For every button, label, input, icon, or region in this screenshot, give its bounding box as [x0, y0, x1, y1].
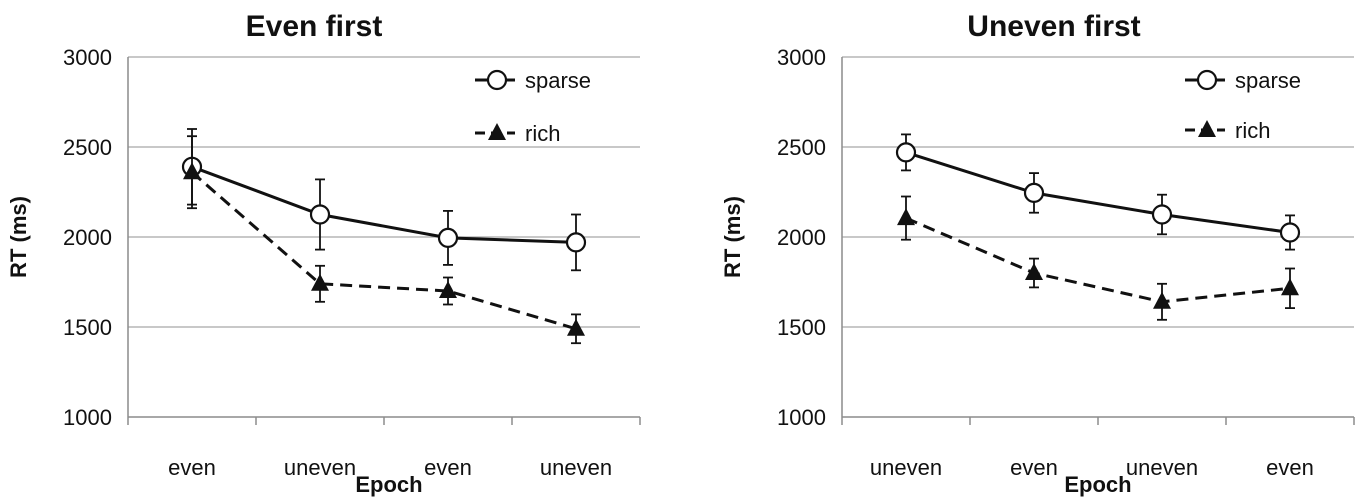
- legend-marker: [1198, 120, 1216, 137]
- legend-label: sparse: [525, 68, 591, 93]
- legend-label: sparse: [1235, 68, 1301, 93]
- legend-entry-rich: rich: [1185, 118, 1270, 143]
- y-tick-label: 2000: [63, 225, 112, 250]
- y-tick-label: 3000: [63, 45, 112, 70]
- series-line: [905, 150, 1291, 234]
- data-point: [565, 232, 587, 253]
- chart-panel-1: Even first 1000 1500 2000 2500 3000 even uneven…: [6, 10, 641, 497]
- data-point: [1025, 263, 1043, 280]
- x-tick-label: uneven: [1126, 455, 1198, 480]
- y-axis-label: RT (ms): [720, 196, 745, 278]
- x-axis-label: Epoch: [355, 472, 422, 497]
- x-tick-label: uneven: [284, 455, 356, 480]
- data-point: [183, 162, 201, 180]
- x-tick-label: uneven: [540, 455, 612, 480]
- y-tick-label: 2500: [777, 135, 826, 160]
- data-point: [437, 227, 459, 248]
- x-tick-label: even: [1010, 455, 1058, 480]
- x-tick-label: even: [424, 455, 472, 480]
- y-tick-label: 1500: [63, 315, 112, 340]
- series-rich: [897, 195, 1299, 321]
- legend-marker: [488, 123, 506, 140]
- y-axis-label: RT (ms): [6, 196, 31, 278]
- data-point: [311, 273, 329, 291]
- legend-entry-rich: rich: [475, 121, 560, 146]
- legend-marker: [1196, 69, 1218, 91]
- series-sparse: [895, 133, 1301, 251]
- y-tick-label: 2500: [63, 135, 112, 160]
- data-point: [1023, 182, 1045, 203]
- data-point: [567, 318, 585, 336]
- series-line: [905, 216, 1291, 304]
- x-axis-label: Epoch: [1064, 472, 1131, 497]
- data-point: [1281, 278, 1299, 296]
- data-point: [897, 208, 915, 226]
- y-tick-label: 1500: [777, 315, 826, 340]
- data-point: [1151, 204, 1173, 225]
- series-rich: [183, 135, 585, 345]
- chart-title: Uneven first: [967, 10, 1140, 43]
- y-tick-label: 2000: [777, 225, 826, 250]
- series-sparse: [181, 128, 587, 272]
- series-line: [191, 171, 577, 331]
- legend-label: rich: [525, 121, 560, 146]
- legend-entry-sparse: sparse: [475, 68, 591, 93]
- data-point: [1153, 291, 1171, 309]
- x-tick-label: even: [168, 455, 216, 480]
- series-line: [191, 165, 577, 244]
- y-tick-label: 1000: [777, 405, 826, 430]
- legend-entry-sparse: sparse: [1185, 68, 1301, 93]
- data-point: [439, 281, 457, 298]
- chart-panel-2: Uneven first 1000 1500 2000 2500 3000 uneven ev…: [720, 10, 1355, 497]
- data-point: [1279, 222, 1301, 243]
- y-tick-label: 3000: [777, 45, 826, 70]
- data-point: [895, 142, 917, 163]
- chart-title: Even first: [246, 10, 383, 43]
- y-tick-label: 1000: [63, 405, 112, 430]
- legend-label: rich: [1235, 118, 1270, 143]
- data-point: [309, 204, 331, 225]
- x-tick-label: even: [1266, 455, 1314, 480]
- x-tick-label: uneven: [870, 455, 942, 480]
- legend-marker: [486, 69, 508, 91]
